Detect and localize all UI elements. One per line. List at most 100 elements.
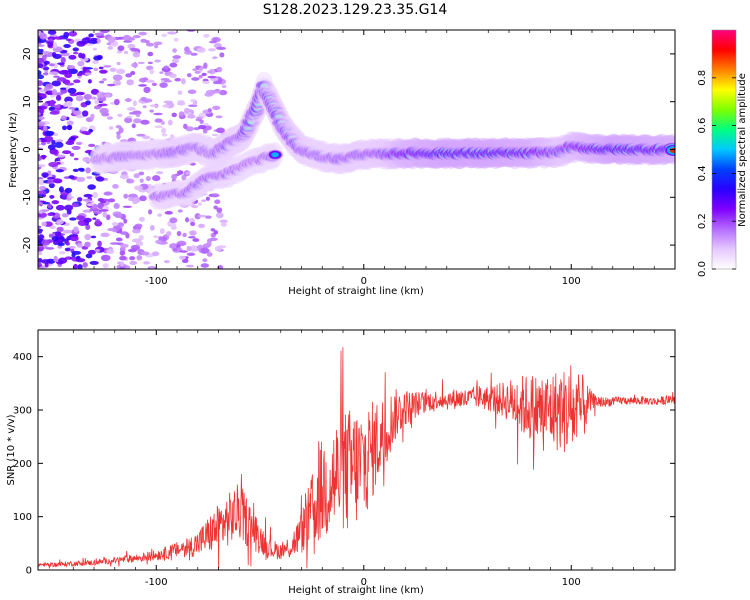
spectrogram-noise-cell	[53, 62, 58, 69]
spectrogram-noise-cell	[54, 36, 65, 40]
spectrogram-noise-cell	[159, 71, 164, 74]
spectrogram-noise-cell	[214, 199, 221, 205]
spectrogram-noise-cell	[100, 30, 110, 34]
spectrogram-noise-cell	[84, 149, 95, 154]
spectrogram-noise-cell	[60, 87, 68, 90]
colorbar-tick-label: 0.6	[697, 118, 708, 134]
spectrogram-noise-cell	[56, 154, 66, 158]
spectrogram-noise-cell	[197, 202, 202, 206]
spectrogram-noise-cell	[147, 209, 153, 215]
spectrogram-noise-cell	[132, 100, 138, 107]
spectrogram-noise-cell	[55, 139, 64, 143]
spectrogram-noise-cell	[153, 112, 163, 116]
spectrogram-noise-cell	[115, 82, 122, 85]
spectrogram-noise-cell	[73, 226, 79, 233]
spectrogram-noise-cell	[149, 225, 155, 231]
spectrogram-noise-cell	[207, 108, 212, 113]
spectrogram-noise-cell	[62, 229, 73, 234]
spectrogram-noise-cell	[102, 263, 109, 269]
spectrogram-noise-cell	[112, 184, 119, 189]
spectrogram-noise-cell	[53, 75, 60, 78]
spectrogram-noise-cell	[124, 117, 133, 124]
spectrogram-noise-cell	[47, 30, 57, 35]
spectrogram-noise-cell	[142, 135, 151, 140]
spectrogram-noise-cell	[44, 130, 55, 137]
spectrogram-noise-cell	[204, 215, 212, 219]
spectrogram-noise-cell	[95, 176, 105, 182]
spectrogram-y-tick-label: 20	[22, 48, 33, 61]
spectrogram-noise-cell	[99, 107, 109, 115]
spectrogram-noise-cell	[64, 204, 74, 211]
spectrogram-noise-cell	[185, 264, 195, 268]
spectrogram-noise-cell	[66, 124, 73, 131]
spectrogram-noise-cell	[83, 209, 90, 213]
spectrogram-noise-cell	[43, 86, 49, 92]
spectrogram-noise-cell	[119, 174, 129, 180]
snr-xlabel: Height of straight line (km)	[288, 585, 424, 596]
spectrogram-noise-cell	[94, 99, 100, 105]
spectrogram-noise-cell	[149, 266, 154, 269]
spectrogram-noise-cell	[145, 79, 155, 83]
spectrogram-noise-cell	[75, 91, 85, 96]
spectrogram-noise-cell	[47, 179, 54, 185]
spectrogram-noise-cell	[179, 250, 188, 253]
spectrogram-noise-cell	[142, 105, 147, 109]
spectrogram-noise-cell	[184, 50, 193, 55]
spectrogram-noise-cell	[105, 214, 111, 221]
spectrogram-noise-cell	[38, 164, 46, 168]
spectrogram-noise-cell	[53, 133, 59, 137]
spectrogram-noise-cell	[38, 225, 42, 229]
spectrogram-noise-cell	[85, 224, 91, 231]
spectrogram-noise-cell	[186, 73, 192, 78]
spectrogram-noise-cell	[139, 178, 144, 183]
snr-x-tick-label: -100	[145, 577, 168, 588]
spectrogram-noise-cell	[60, 115, 67, 121]
spectrogram-noise-cell	[82, 262, 88, 268]
spectrogram-x-tick-label: 100	[562, 276, 581, 287]
spectrogram-noise-cell	[60, 69, 70, 73]
spectrogram-noise-cell	[84, 72, 92, 76]
spectrogram-y-tick-label: -10	[22, 189, 33, 205]
spectrogram-noise-cell	[111, 221, 119, 227]
spectrogram-noise-cell	[76, 72, 83, 77]
spectrogram-noise-cell	[196, 47, 206, 53]
spectrogram-noise-cell	[85, 100, 91, 106]
spectrogram-noise-cell	[164, 80, 172, 83]
spectrogram-noise-cell	[177, 209, 183, 213]
spectrogram-noise-cell	[64, 247, 71, 252]
spectrogram-noise-cell	[166, 141, 176, 146]
spectrogram-noise-cell	[198, 75, 203, 79]
spectrogram-noise-cell	[203, 33, 210, 38]
spectrogram-noise-cell	[129, 47, 140, 51]
spectrogram-noise-cell	[219, 52, 225, 58]
spectrogram-noise-cell	[123, 193, 129, 199]
spectrogram-noise-cell	[65, 241, 70, 246]
spectrogram-noise-cell	[114, 167, 121, 172]
spectrogram-noise-cell	[120, 144, 131, 151]
spectrogram-noise-cell	[167, 119, 173, 126]
spectrogram-noise-cell	[219, 219, 228, 223]
spectrogram-noise-cell	[139, 216, 145, 222]
spectrogram-cells	[88, 71, 675, 211]
spectrogram-noise-cell	[38, 96, 44, 101]
spectrogram-noise-cell	[38, 69, 42, 76]
spectrogram-noise-cell	[103, 177, 109, 181]
spectrogram-noise-cell	[159, 228, 165, 234]
spectrogram-noise-cell	[56, 77, 67, 82]
spectrogram-noise-cell	[99, 80, 105, 84]
spectrogram-noise-cell	[93, 67, 99, 72]
spectrogram-noise-cell	[76, 243, 83, 248]
spectrogram-noise-cell	[221, 84, 227, 89]
spectrogram-y-tick-label: -20	[22, 237, 33, 253]
spectrogram-noise-cell	[124, 98, 132, 102]
spectrogram-noise-cell	[51, 236, 59, 242]
spectrogram-noise-cell	[102, 211, 108, 218]
spectrogram-noise-cell	[154, 118, 163, 123]
spectrogram-noise-cell	[213, 205, 218, 210]
spectrogram-xlabel: Height of straight line (km)	[288, 286, 424, 297]
spectrogram-noise-cell	[171, 222, 177, 229]
spectrogram-noise-cell	[158, 236, 163, 241]
spectrogram-noise-cell	[87, 184, 96, 190]
spectrogram-noise-cell	[103, 191, 112, 196]
